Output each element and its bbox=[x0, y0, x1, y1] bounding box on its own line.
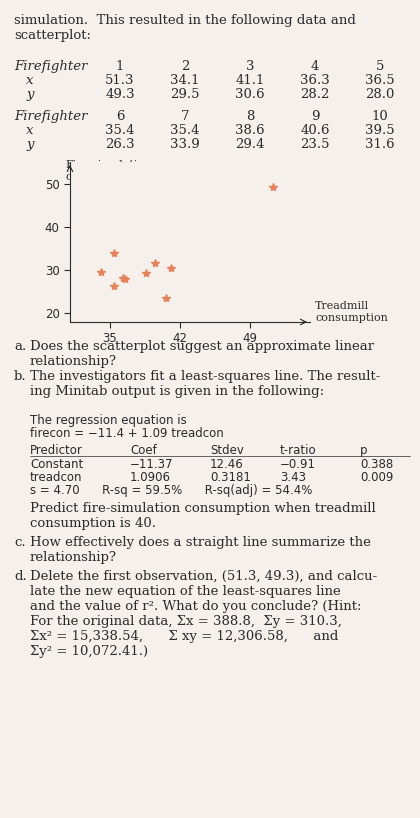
Text: 31.6: 31.6 bbox=[365, 138, 395, 151]
Text: Does the scatterplot suggest an approximate linear
relationship?: Does the scatterplot suggest an approxim… bbox=[30, 340, 374, 368]
Text: 10: 10 bbox=[372, 110, 388, 123]
Text: 30.6: 30.6 bbox=[235, 88, 265, 101]
Text: 41.1: 41.1 bbox=[235, 74, 265, 87]
Text: Predictor: Predictor bbox=[30, 444, 83, 457]
Text: 5: 5 bbox=[376, 60, 384, 73]
Text: 1.0906: 1.0906 bbox=[130, 471, 171, 484]
Text: 49.3: 49.3 bbox=[105, 88, 135, 101]
Text: Predict fire-simulation consumption when treadmill
consumption is 40.: Predict fire-simulation consumption when… bbox=[30, 502, 376, 530]
Text: 23.5: 23.5 bbox=[300, 138, 330, 151]
Text: Fire-simulation
consumption: Fire-simulation consumption bbox=[65, 160, 151, 182]
Text: How effectively does a straight line summarize the
relationship?: How effectively does a straight line sum… bbox=[30, 536, 371, 564]
Text: 1: 1 bbox=[116, 60, 124, 73]
Text: y: y bbox=[26, 138, 34, 151]
Text: 8: 8 bbox=[246, 110, 254, 123]
Text: 33.9: 33.9 bbox=[170, 138, 200, 151]
Text: 34.1: 34.1 bbox=[170, 74, 200, 87]
Text: 0.3181: 0.3181 bbox=[210, 471, 251, 484]
Text: 51.3: 51.3 bbox=[105, 74, 135, 87]
Text: 0.388: 0.388 bbox=[360, 458, 393, 471]
Text: y: y bbox=[26, 88, 34, 101]
Text: The investigators fit a least-squares line. The result-
ing Minitab output is gi: The investigators fit a least-squares li… bbox=[30, 370, 381, 398]
Text: Firefighter: Firefighter bbox=[14, 60, 87, 73]
Text: Stdev: Stdev bbox=[210, 444, 244, 457]
Text: −11.37: −11.37 bbox=[130, 458, 173, 471]
Text: 36.3: 36.3 bbox=[300, 74, 330, 87]
Text: Delete the first observation, (51.3, 49.3), and calcu-
late the new equation of : Delete the first observation, (51.3, 49.… bbox=[30, 570, 377, 658]
Text: 35.4: 35.4 bbox=[170, 124, 200, 137]
Text: 3.43: 3.43 bbox=[280, 471, 306, 484]
Text: 39.5: 39.5 bbox=[365, 124, 395, 137]
Text: 4: 4 bbox=[311, 60, 319, 73]
Text: 36.5: 36.5 bbox=[365, 74, 395, 87]
Text: 12.46: 12.46 bbox=[210, 458, 244, 471]
Text: 29.4: 29.4 bbox=[235, 138, 265, 151]
Text: 28.2: 28.2 bbox=[300, 88, 330, 101]
Text: 28.0: 28.0 bbox=[365, 88, 395, 101]
Text: p: p bbox=[360, 444, 368, 457]
Text: Constant: Constant bbox=[30, 458, 83, 471]
Text: The regression equation is: The regression equation is bbox=[30, 414, 187, 427]
Text: 9: 9 bbox=[311, 110, 319, 123]
Text: b.: b. bbox=[14, 370, 26, 383]
Text: 29.5: 29.5 bbox=[170, 88, 200, 101]
Text: x: x bbox=[26, 74, 34, 87]
Text: −0.91: −0.91 bbox=[280, 458, 316, 471]
Text: t-ratio: t-ratio bbox=[280, 444, 317, 457]
Text: Coef: Coef bbox=[130, 444, 157, 457]
Text: firecon = −11.4 + 1.09 treadcon: firecon = −11.4 + 1.09 treadcon bbox=[30, 427, 224, 440]
Text: c.: c. bbox=[14, 536, 26, 549]
Text: x: x bbox=[26, 124, 34, 137]
Text: treadcon: treadcon bbox=[30, 471, 82, 484]
Text: s = 4.70      R-sq = 59.5%      R-sq(adj) = 54.4%: s = 4.70 R-sq = 59.5% R-sq(adj) = 54.4% bbox=[30, 484, 312, 497]
Text: Treadmill
consumption: Treadmill consumption bbox=[315, 301, 388, 323]
Text: 40.6: 40.6 bbox=[300, 124, 330, 137]
Text: 0.009: 0.009 bbox=[360, 471, 394, 484]
Text: Firefighter: Firefighter bbox=[14, 110, 87, 123]
Text: 38.6: 38.6 bbox=[235, 124, 265, 137]
Text: 35.4: 35.4 bbox=[105, 124, 135, 137]
Text: 3: 3 bbox=[246, 60, 254, 73]
Text: simulation.  This resulted in the following data and
scatterplot:: simulation. This resulted in the followi… bbox=[14, 14, 356, 42]
Text: 6: 6 bbox=[116, 110, 124, 123]
Text: 26.3: 26.3 bbox=[105, 138, 135, 151]
Text: 7: 7 bbox=[181, 110, 189, 123]
Text: d.: d. bbox=[14, 570, 27, 583]
Text: 2: 2 bbox=[181, 60, 189, 73]
Text: a.: a. bbox=[14, 340, 26, 353]
